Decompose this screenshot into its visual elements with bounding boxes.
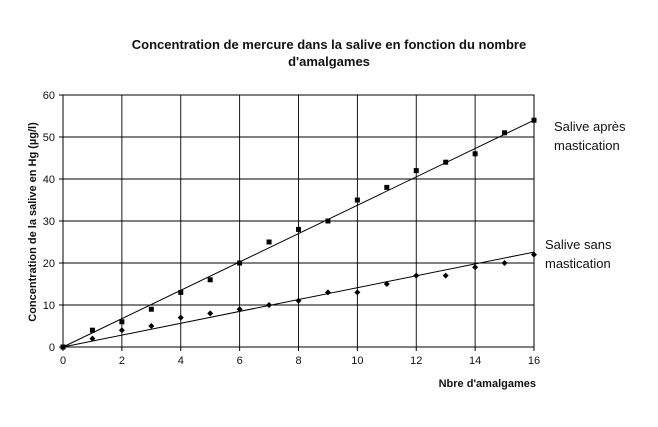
data-point-square — [325, 218, 331, 224]
y-tick-label: 30 — [43, 216, 55, 228]
data-point-diamond — [383, 281, 390, 287]
data-point-diamond — [354, 289, 361, 296]
data-point-square — [354, 197, 360, 203]
x-tick-label: 4 — [178, 355, 184, 367]
data-point-square — [384, 184, 390, 190]
x-tick-label: 10 — [351, 355, 363, 367]
data-point-square — [178, 289, 184, 295]
data-point-square — [207, 277, 213, 283]
data-point-square — [266, 239, 272, 245]
data-point-diamond — [295, 297, 302, 304]
x-tick-label: 12 — [410, 355, 422, 367]
data-point-square — [119, 319, 125, 325]
data-point-diamond — [89, 335, 96, 342]
data-point-diamond — [60, 344, 66, 350]
x-tick-label: 2 — [119, 355, 125, 367]
data-point-diamond — [236, 306, 243, 313]
tick-labels: 0 2 4 6 8 10 12 14 16 0 10 20 30 40 50 60 — [43, 90, 540, 367]
x-tick-label: 0 — [60, 355, 66, 367]
y-tick-label: 60 — [43, 90, 55, 102]
data-point-diamond — [413, 272, 420, 279]
grid — [62, 94, 535, 348]
data-point-square — [443, 159, 449, 165]
trend-line-series-1 — [62, 119, 535, 348]
data-point-diamond — [531, 251, 537, 258]
data-point-square — [472, 151, 478, 157]
data-point-square — [502, 130, 508, 136]
x-tick-label: 14 — [469, 355, 481, 367]
data-point-diamond — [501, 260, 508, 266]
chart-title-line1: Concentration de mercure dans la salive … — [131, 37, 527, 52]
data-point-square — [237, 260, 243, 266]
data-point-diamond — [207, 310, 214, 317]
data-point-square — [296, 226, 301, 232]
data-point-diamond — [266, 302, 273, 308]
y-tick-label: 20 — [43, 258, 55, 270]
data-point-square — [89, 327, 95, 333]
annotation-apres-line2: mastication — [554, 138, 620, 153]
annotation-apres-line1: Salive après — [554, 119, 626, 134]
x-tick-label: 6 — [237, 355, 243, 367]
data-point-square — [413, 168, 419, 174]
annotation-sans-line2: mastication — [545, 256, 611, 271]
data-point-diamond — [177, 314, 184, 321]
data-point-diamond — [148, 323, 155, 329]
data-point-diamond — [472, 264, 479, 271]
x-tick-label: 16 — [528, 355, 540, 367]
y-tick-label: 0 — [49, 342, 55, 354]
y-axis-label: Concentration de la salive en Hg (µg/l) — [27, 122, 39, 322]
data-points — [60, 117, 537, 350]
data-point-diamond — [442, 272, 449, 279]
data-point-square — [531, 117, 537, 123]
data-point-square — [148, 306, 154, 312]
axes — [59, 94, 535, 351]
chart-title-line2: d'amalgames — [288, 54, 370, 69]
y-tick-label: 40 — [43, 174, 55, 186]
annotation-sans-line1: Salive sans — [545, 237, 612, 252]
y-tick-label: 10 — [43, 300, 55, 312]
data-point-diamond — [324, 289, 331, 296]
data-point-diamond — [118, 327, 125, 334]
x-axis-label: Nbre d'amalgames — [439, 378, 536, 390]
x-tick-label: 8 — [295, 355, 301, 367]
y-tick-label: 50 — [43, 132, 55, 144]
